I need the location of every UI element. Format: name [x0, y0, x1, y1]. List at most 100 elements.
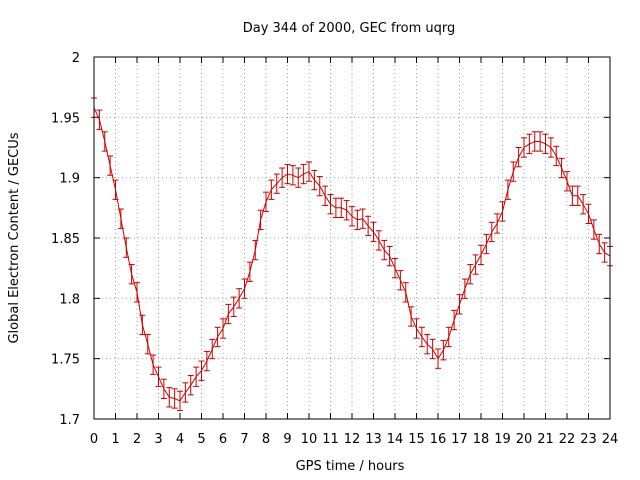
data-point: [537, 131, 544, 152]
data-point: [241, 278, 248, 299]
y-tick-label: 1.7: [59, 413, 80, 428]
data-point: [596, 233, 603, 255]
data-point: [289, 165, 296, 186]
data-point: [171, 388, 178, 409]
data-point: [569, 185, 576, 206]
data-point: [220, 318, 226, 339]
data-point: [160, 378, 167, 399]
x-tick-label: 15: [408, 432, 425, 447]
x-tick-label: 13: [365, 432, 382, 447]
x-tick-label: 1: [111, 432, 119, 447]
data-point: [252, 239, 259, 261]
data-point: [209, 338, 216, 360]
data-point: [402, 282, 409, 303]
x-tick-label: 8: [262, 432, 270, 447]
data-point: [246, 261, 253, 282]
data-point: [107, 155, 114, 176]
data-point: [193, 366, 200, 387]
data-point: [225, 303, 232, 325]
data-point: [424, 334, 431, 355]
y-tick-label: 1.9: [59, 172, 80, 187]
data-point: [499, 201, 506, 222]
x-tick-label: 22: [559, 432, 576, 447]
x-tick-label: 14: [387, 432, 404, 447]
data-point: [467, 264, 474, 285]
data-point: [504, 179, 511, 200]
data-point: [117, 208, 124, 229]
data-point: [322, 185, 329, 206]
data-point: [494, 213, 501, 234]
data-point: [236, 288, 243, 309]
data-point: [96, 109, 103, 130]
data-point: [230, 296, 237, 317]
y-tick-label: 1.75: [51, 353, 80, 368]
y-axis-label: Global Electron Content / GECUs: [7, 132, 22, 343]
grid: [94, 57, 610, 419]
data-point: [510, 161, 517, 182]
data-point: [268, 179, 275, 200]
data-point: [134, 282, 140, 303]
data-point: [542, 133, 549, 155]
x-tick-label: 6: [219, 432, 227, 447]
data-point: [483, 233, 490, 255]
data-point: [413, 318, 420, 339]
data-point: [123, 237, 130, 258]
y-tick-label: 1.85: [51, 232, 80, 247]
plot-frame: [93, 56, 611, 420]
y-tick-label: 1.95: [51, 111, 80, 126]
x-tick-label: 4: [176, 432, 184, 447]
data-point: [354, 209, 361, 231]
data-point: [435, 348, 441, 369]
data-point: [144, 334, 151, 355]
x-tick-label: 20: [516, 432, 533, 447]
data-point: [300, 163, 307, 185]
x-tick-label: 0: [90, 432, 98, 447]
data-point: [139, 314, 146, 336]
data-point: [515, 147, 522, 168]
data-point: [445, 326, 452, 348]
data-point: [187, 375, 194, 396]
data-point: [263, 191, 269, 212]
x-tick-label: 5: [197, 432, 205, 447]
y-tick-label: 2: [72, 51, 80, 66]
data-point: [408, 306, 415, 327]
data-point: [440, 340, 447, 361]
data-point: [558, 157, 565, 179]
x-tick-label: 24: [602, 432, 619, 447]
data-point: [590, 219, 597, 240]
axis-ticks: [93, 56, 611, 420]
x-tick-label: 11: [322, 432, 339, 447]
data-point: [203, 350, 210, 372]
data-point: [472, 254, 479, 275]
data-point: [461, 278, 468, 299]
data-point: [429, 338, 436, 360]
data-point: [370, 221, 377, 243]
tick-labels: 0 1 2 3 4 5 6 7 8 9 10 11 12 13 14 15 16 17 18 19 20 21 22 23 24…: [51, 51, 618, 447]
x-tick-label: 2: [133, 432, 141, 447]
data-point: [214, 326, 221, 348]
x-tick-label: 23: [580, 432, 597, 447]
data-point: [418, 326, 425, 348]
data-point: [284, 163, 291, 185]
x-tick-label: 9: [283, 432, 291, 447]
data-point: [488, 221, 495, 243]
x-tick-label: 3: [154, 432, 162, 447]
data-point: [456, 294, 463, 315]
data-point: [311, 169, 318, 191]
data-point: [306, 161, 312, 182]
data-point: [585, 203, 592, 225]
data-point: [198, 360, 205, 381]
data-point: [564, 171, 570, 192]
data-point: [601, 242, 608, 263]
data-point: [332, 197, 339, 218]
data-point: [257, 209, 264, 231]
data-point: [531, 131, 538, 152]
data-point: [101, 131, 108, 152]
data-point: [478, 244, 484, 266]
x-tick-label: 17: [451, 432, 468, 447]
data-point: [316, 175, 323, 197]
data-point: [338, 197, 345, 218]
x-tick-label: 16: [430, 432, 447, 447]
data-point: [547, 137, 554, 158]
